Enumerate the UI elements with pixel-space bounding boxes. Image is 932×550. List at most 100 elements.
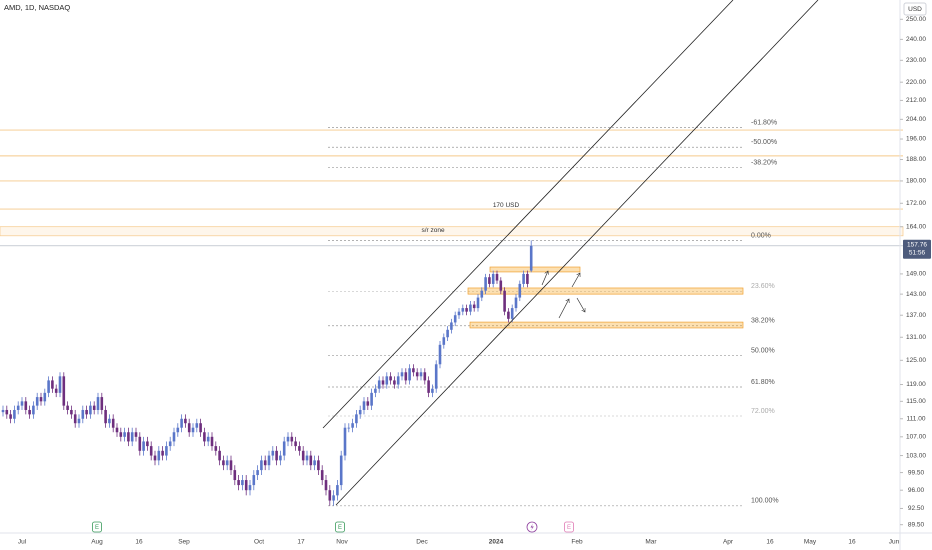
candles-layer [1, 240, 533, 506]
candle-body [81, 409, 85, 419]
candle-body [1, 409, 5, 413]
candle-body [54, 388, 58, 393]
price-label: 157.76 [907, 242, 927, 249]
event-label: E [338, 525, 342, 531]
candle-body [404, 372, 408, 381]
candle-body [244, 480, 248, 491]
y-tick-label: 212.00 [906, 97, 926, 104]
candle-body [13, 409, 16, 419]
candle-body [374, 388, 377, 393]
candle-body [282, 441, 286, 456]
x-tick-label: Jun [889, 539, 900, 546]
candle-body [370, 392, 373, 406]
candle-body [9, 414, 12, 419]
candle-body [256, 470, 259, 476]
candle-body [313, 460, 316, 466]
candle-body [165, 446, 168, 456]
candle-body [168, 441, 172, 447]
candle-body [58, 376, 62, 393]
candle-body [195, 423, 199, 428]
candle-body [237, 480, 240, 486]
x-tick-label: Aug [91, 539, 103, 546]
candle-body [476, 297, 480, 309]
axis-layer: 250.00 240.00 230.00 220.00 212.00 204.00 196.… [18, 16, 931, 546]
candle-body [218, 450, 221, 461]
candle-body [134, 432, 138, 437]
candle-body [191, 427, 195, 433]
candle-body [252, 475, 256, 486]
fib-label: 72.00% [751, 408, 775, 415]
candle-body [526, 273, 529, 284]
currency[interactable]: USD [908, 6, 922, 13]
candle-body [229, 460, 233, 471]
fib-label: 61.80% [751, 379, 775, 386]
candle-body [393, 380, 396, 385]
candle-body [434, 364, 438, 389]
zone-box [467, 287, 744, 295]
candle-body [438, 344, 442, 365]
candle-body [248, 485, 252, 491]
candle-body [130, 432, 134, 442]
candle-body [484, 277, 487, 291]
candle-body [427, 380, 430, 393]
candle-body [415, 372, 419, 377]
x-tick-label: Jul [18, 539, 27, 546]
fib-label: 38.20% [751, 318, 775, 325]
candle-body [20, 401, 24, 406]
candle-body [480, 290, 484, 298]
x-tick-label: Mar [645, 539, 657, 546]
candle-body [267, 455, 271, 466]
candle-body [187, 423, 191, 433]
candle-body [161, 450, 164, 456]
candle-body [309, 455, 313, 466]
candle-body [301, 450, 305, 461]
candle-body [412, 368, 415, 373]
candle-body [465, 308, 468, 312]
candle-body [96, 397, 100, 410]
candle-body [111, 418, 115, 428]
candle-body [24, 401, 28, 410]
y-tick-label: 143.00 [906, 291, 926, 298]
y-tick-label: 204.00 [906, 116, 926, 123]
y-tick-label: 230.00 [906, 57, 926, 64]
fib-label: -38.20% [751, 160, 777, 167]
candle-body [146, 441, 149, 447]
y-tick-label: 131.00 [906, 334, 926, 341]
candle-body [518, 283, 522, 298]
candle-body [431, 388, 434, 393]
zone-box [469, 321, 744, 329]
channel-upper [322, 0, 734, 429]
x-tick-label: Oct [254, 539, 264, 546]
channel-lower [335, 0, 819, 506]
countdown: 51:56 [909, 250, 926, 257]
currency-box[interactable] [903, 2, 927, 16]
candle-body [108, 418, 111, 424]
event-marker [564, 521, 574, 533]
x-tick-label: May [804, 539, 817, 546]
candle-body [149, 446, 153, 456]
candle-body [199, 423, 202, 433]
candle-body [469, 304, 472, 312]
background-layer: 170 USD s/r zone -61.80% -50.00% -38.20% 0.00… [0, 119, 904, 507]
candle-body [5, 409, 9, 415]
candle-body [66, 405, 69, 410]
candle-body [279, 455, 282, 461]
candle-body [385, 376, 389, 385]
y-tick-label: 188.00 [906, 156, 926, 163]
candle-body [351, 423, 354, 428]
candle-body [499, 280, 503, 291]
fib-label: -50.00% [751, 139, 777, 146]
y-tick-label: 119.00 [906, 381, 926, 388]
candle-body [290, 436, 294, 442]
candle-body [400, 372, 404, 377]
price-label-box [903, 239, 931, 259]
candle-body [336, 485, 339, 496]
candle-body [184, 418, 187, 424]
level-label: 170 USD [493, 202, 520, 209]
candle-body [275, 450, 278, 461]
candle-body [317, 460, 320, 471]
x-tick-label: Feb [571, 539, 583, 546]
arrow [571, 273, 580, 288]
fib-label: 0.00% [751, 232, 771, 239]
candle-body [142, 441, 145, 451]
